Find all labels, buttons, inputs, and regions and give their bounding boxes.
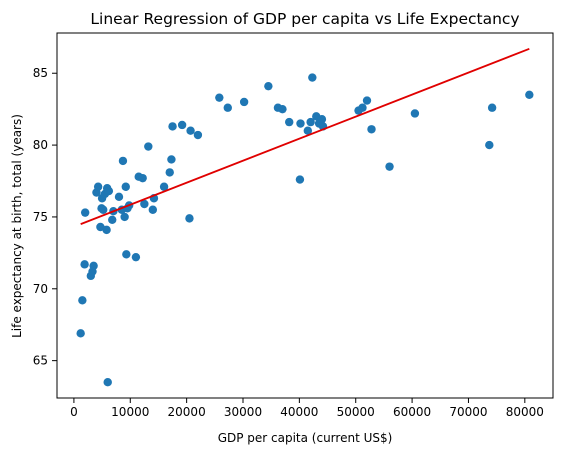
data-point: [410, 109, 420, 118]
x-tick-label: 0: [70, 405, 78, 419]
x-tick-label: 20000: [168, 405, 206, 419]
data-point: [264, 81, 273, 91]
data-point: [159, 182, 169, 191]
data-point: [285, 117, 294, 127]
data-point: [358, 103, 367, 112]
data-point: [362, 96, 372, 105]
plot-frame: [56, 32, 554, 399]
data-point: [278, 104, 287, 114]
data-point: [122, 250, 131, 259]
data-point: [131, 252, 141, 262]
data-point: [223, 103, 232, 112]
regression-line: [80, 47, 530, 225]
data-point: [138, 173, 147, 183]
y-tick-label: 75: [33, 210, 48, 224]
chart-title: Linear Regression of GDP per capita vs L…: [90, 10, 519, 28]
data-point: [80, 208, 90, 217]
data-point: [308, 73, 317, 82]
y-axis-label: Life expectancy at birth, total (years): [10, 114, 24, 338]
data-point: [185, 214, 194, 223]
data-point: [193, 130, 203, 140]
data-point: [385, 162, 394, 171]
data-point: [167, 155, 176, 164]
data-point: [93, 182, 103, 191]
data-point: [168, 122, 177, 131]
data-point: [317, 115, 327, 124]
y-tick-label: 80: [33, 138, 48, 152]
plot-area: 0 10000 20000 30000 40000 50000 60000 70000 8000…: [33, 32, 554, 419]
data-point: [78, 296, 87, 305]
data-point: [76, 329, 85, 338]
data-point: [144, 142, 153, 151]
y-tick-label: 85: [33, 66, 48, 80]
data-point: [367, 125, 376, 134]
data-point: [104, 186, 114, 196]
data-point: [485, 140, 494, 150]
data-point: [148, 205, 158, 214]
data-point: [80, 260, 89, 269]
y-tick-label: 70: [33, 282, 48, 296]
data-point: [177, 120, 187, 130]
data-point: [140, 199, 149, 209]
data-point: [89, 261, 98, 270]
data-point: [103, 377, 112, 387]
data-point: [108, 215, 117, 225]
data-point: [525, 90, 534, 99]
data-point: [306, 117, 315, 127]
x-tick-label: 80000: [506, 405, 544, 419]
data-point: [487, 103, 497, 112]
data-point: [215, 93, 224, 102]
data-point: [186, 126, 195, 135]
x-axis-label: GDP per capita (current US$): [218, 431, 393, 445]
data-point: [295, 175, 305, 184]
data-point: [165, 168, 174, 177]
data-point: [120, 212, 129, 222]
data-point: [296, 119, 305, 128]
x-tick-label: 40000: [280, 405, 318, 419]
data-point: [114, 192, 124, 202]
data-point: [121, 182, 130, 191]
x-tick-label: 70000: [449, 405, 487, 419]
data-point: [102, 225, 111, 235]
x-tick-label: 30000: [224, 405, 262, 419]
data-point: [99, 205, 108, 214]
data-point: [239, 97, 249, 107]
x-tick-label: 10000: [111, 405, 149, 419]
x-tick-label: 50000: [337, 405, 375, 419]
x-tick-label: 60000: [393, 405, 431, 419]
data-point: [118, 156, 128, 166]
data-point: [303, 126, 313, 135]
y-tick-label: 65: [33, 354, 48, 368]
